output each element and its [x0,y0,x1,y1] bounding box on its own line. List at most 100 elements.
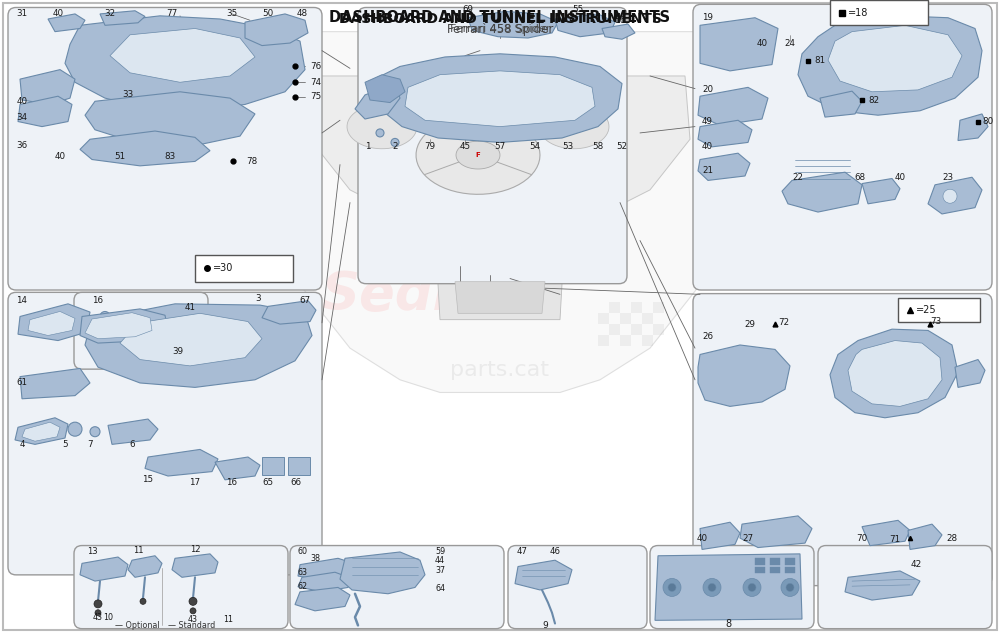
Text: 21: 21 [702,166,713,175]
Circle shape [391,139,399,146]
Polygon shape [110,28,255,82]
Text: 16: 16 [92,296,104,305]
Text: 14: 14 [16,296,28,305]
Polygon shape [355,84,400,119]
Text: =18: =18 [848,8,868,18]
Bar [631,303,642,313]
Polygon shape [310,76,690,228]
Circle shape [140,598,146,605]
Polygon shape [85,313,152,339]
Text: 55: 55 [572,5,584,14]
Text: Ferrari 458 Spider: Ferrari 458 Spider [450,24,550,34]
Text: 70: 70 [856,534,868,542]
Polygon shape [85,304,312,387]
Polygon shape [65,16,305,111]
Bar [755,558,765,565]
Text: F: F [476,152,480,158]
Circle shape [668,584,676,591]
Text: 46: 46 [550,548,560,556]
Text: 34: 34 [16,113,28,122]
Text: 32: 32 [104,9,116,18]
Text: 2: 2 [392,142,398,151]
Polygon shape [80,557,128,581]
Text: 40: 40 [696,534,708,542]
Polygon shape [298,572,352,592]
Text: 8: 8 [725,619,731,629]
Polygon shape [416,116,540,194]
Circle shape [94,600,102,608]
Text: 9: 9 [542,621,548,630]
Circle shape [95,610,101,616]
Polygon shape [22,422,60,441]
Bar [620,313,631,325]
Text: 51: 51 [114,153,126,161]
Polygon shape [455,282,545,313]
Text: 26: 26 [702,332,713,341]
Circle shape [743,579,761,596]
FancyBboxPatch shape [290,546,504,629]
Text: 28: 28 [946,534,958,542]
FancyBboxPatch shape [508,546,647,629]
Polygon shape [700,18,778,71]
Polygon shape [698,345,790,406]
Polygon shape [48,14,85,32]
Polygon shape [365,75,405,103]
Bar [653,303,664,313]
Bar [770,558,780,565]
Polygon shape [908,524,942,549]
Text: 38: 38 [310,554,320,563]
Text: Sedicid: Sedicid [322,269,538,321]
Circle shape [100,311,110,322]
Text: 75: 75 [310,92,321,101]
Text: 40: 40 [702,142,713,151]
Polygon shape [280,32,720,392]
Circle shape [943,189,957,203]
Polygon shape [368,54,622,142]
Bar [642,313,653,325]
Bar [653,325,664,335]
Text: 12: 12 [190,545,200,554]
Text: 15: 15 [142,475,154,484]
Text: 5: 5 [62,440,68,449]
Text: 54: 54 [529,142,541,151]
Bar [598,313,609,325]
FancyBboxPatch shape [74,292,208,369]
Text: 19: 19 [702,13,713,22]
Polygon shape [18,304,90,341]
Polygon shape [28,311,75,335]
FancyBboxPatch shape [693,294,992,586]
Polygon shape [698,87,768,125]
Text: — Optional: — Optional [115,621,160,630]
Bar [642,335,653,346]
Text: 17: 17 [189,478,201,487]
Text: 23: 23 [942,173,954,182]
Polygon shape [468,11,558,38]
Text: 72: 72 [778,318,789,327]
Circle shape [781,579,799,596]
Polygon shape [928,177,982,214]
Polygon shape [515,560,572,590]
Polygon shape [120,313,262,366]
Polygon shape [698,120,752,147]
Bar [785,567,795,573]
Text: 79: 79 [424,142,436,151]
Text: 58: 58 [592,142,604,151]
Text: 67: 67 [299,296,311,305]
Text: 40: 40 [894,173,906,182]
Text: 47: 47 [516,548,528,556]
FancyBboxPatch shape [8,292,322,575]
Text: 6: 6 [129,440,135,449]
Circle shape [708,584,716,591]
Polygon shape [85,92,255,146]
Bar [609,325,620,335]
Bar [195,255,293,282]
Polygon shape [262,301,316,324]
Text: parts.cat: parts.cat [450,360,550,380]
FancyBboxPatch shape [74,546,288,629]
Text: 59: 59 [435,548,445,556]
Text: 45: 45 [459,142,471,151]
Polygon shape [955,360,985,387]
Circle shape [376,129,384,137]
Text: 52: 52 [616,142,628,151]
Bar [598,335,609,346]
